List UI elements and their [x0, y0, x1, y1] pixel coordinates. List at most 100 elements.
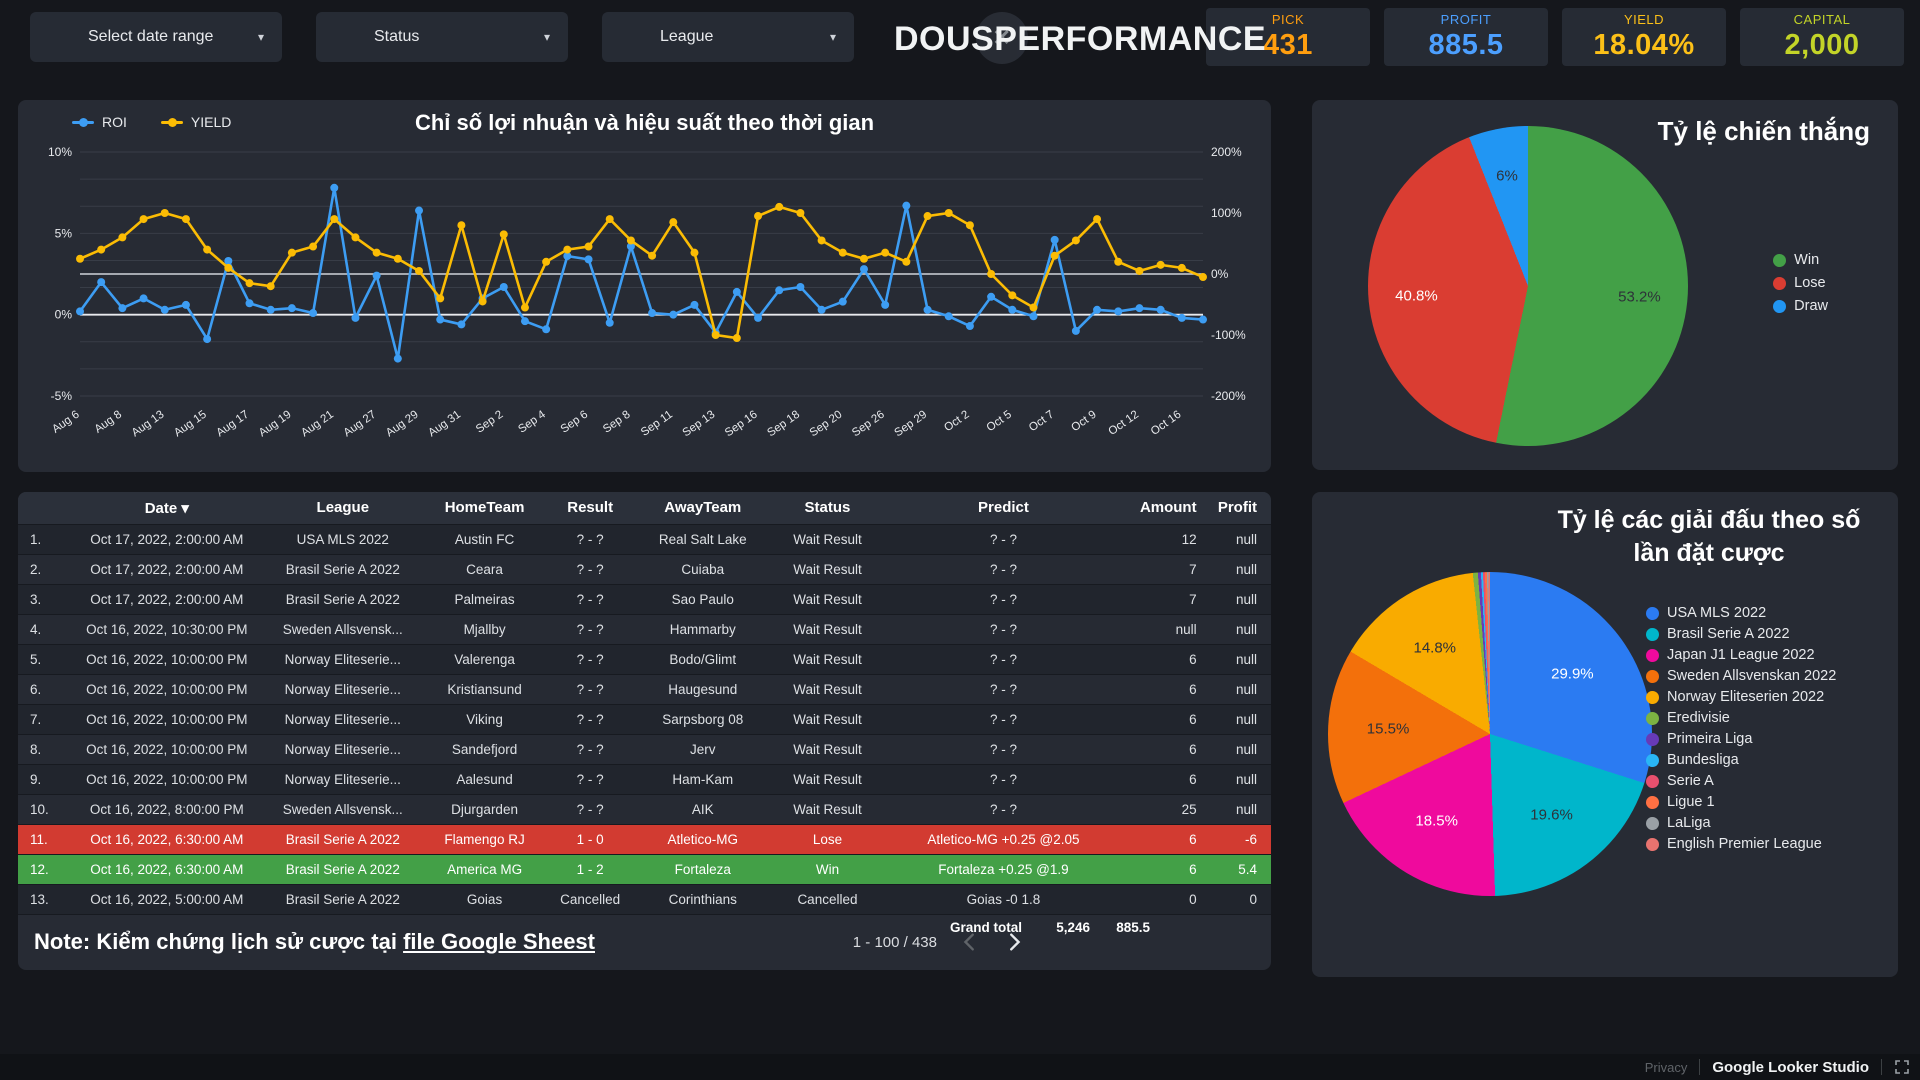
cell-predict: Atletico-MG +0.25 @2.05 [878, 824, 1129, 854]
legend-item-serie-a[interactable]: Serie A [1646, 773, 1876, 789]
grand-total-profit: 885.5 [1116, 920, 1150, 935]
note-prefix: Note: Kiểm chứng lịch sử cược tại [34, 929, 404, 954]
legend-label: Serie A [1667, 773, 1714, 789]
legend-item-ligue-1[interactable]: Ligue 1 [1646, 794, 1876, 810]
legend-item-win[interactable]: Win [1773, 252, 1828, 268]
svg-text:Aug 17: Aug 17 [214, 409, 251, 440]
legend-dot [1646, 795, 1659, 809]
table-row[interactable]: 5. Oct 16, 2022, 10:00:00 PM Norway Elites… [18, 644, 1271, 674]
table-row[interactable]: 7. Oct 16, 2022, 10:00:00 PM Norway Elites… [18, 704, 1271, 734]
win-rate-pie[interactable]: 53.2% 40.8% 6% [1368, 126, 1688, 446]
legend-item-usa-mls-2022[interactable]: USA MLS 2022 [1646, 605, 1876, 621]
row-index: 2. [18, 554, 67, 584]
legend-dot [1646, 711, 1659, 725]
google-sheet-link[interactable]: file Google Sheest [403, 929, 595, 954]
league-share-panel: Tỷ lệ các giải đấu theo số lần đặt cược … [1312, 492, 1898, 977]
legend-item-brasil-serie-a-2022[interactable]: Brasil Serie A 2022 [1646, 626, 1876, 642]
next-page-icon[interactable] [1003, 931, 1025, 953]
scorecard-label: YIELD [1623, 12, 1665, 27]
cell-amount: 6 [1128, 824, 1211, 854]
column-header-status[interactable]: Status [776, 492, 879, 524]
cell-away: Cuiaba [629, 554, 777, 584]
pie-slice-label: 19.6% [1530, 806, 1573, 824]
table-row[interactable]: 2. Oct 17, 2022, 2:00:00 AM Brasil Serie A… [18, 554, 1271, 584]
column-header-date[interactable]: Date ▾ [66, 492, 268, 524]
privacy-link[interactable]: Privacy [1644, 1059, 1688, 1075]
svg-text:Aug 27: Aug 27 [342, 409, 379, 440]
cell-league: Sweden Allsvensk... [267, 614, 419, 644]
table-row[interactable]: 9. Oct 16, 2022, 10:00:00 PM Norway Elites… [18, 764, 1271, 794]
svg-text:10%: 10% [48, 145, 72, 159]
filter-status[interactable]: Status ▾ [316, 12, 568, 62]
filter-label: Select date range [88, 28, 214, 45]
timeseries-chart[interactable]: 10% 5% 0% -5% 200% 100% 0% -100% -200% Aug 6 Aug 8… [32, 144, 1257, 471]
filter-league[interactable]: League ▾ [602, 12, 854, 62]
league-share-pie[interactable]: 29.9% 19.6% 18.5% 15.5% 14.8% [1328, 572, 1652, 896]
looker-studio-brand[interactable]: Google Looker Studio [1712, 1058, 1869, 1076]
cell-amount: 6 [1128, 854, 1211, 884]
table-row[interactable]: 8. Oct 16, 2022, 10:00:00 PM Norway Elites… [18, 734, 1271, 764]
legend-item-yield[interactable]: YIELD [160, 114, 231, 130]
legend-item-primeira-liga[interactable]: Primeira Liga [1646, 731, 1876, 747]
legend-marker [160, 117, 183, 127]
legend-item-draw[interactable]: Draw [1773, 298, 1828, 314]
cell-result: ? - ? [550, 554, 630, 584]
cell-home: Sandefjord [418, 734, 551, 764]
legend-item-lose[interactable]: Lose [1773, 275, 1828, 291]
column-header-result[interactable]: Result [550, 492, 630, 524]
legend-item-english-premier-league[interactable]: English Premier League [1646, 836, 1876, 852]
pie-slice-label: 40.8% [1395, 287, 1438, 305]
pie-slice-label: 14.8% [1413, 639, 1457, 657]
cell-date: Oct 16, 2022, 8:00:00 PM [66, 794, 268, 824]
legend-label: English Premier League [1667, 836, 1822, 852]
table-row[interactable]: 1. Oct 17, 2022, 2:00:00 AM USA MLS 2022 Au… [18, 524, 1271, 554]
scorecard-row: PICK 431 PROFIT 885.5 YIELD 18.04% CAPITAL 2,00… [1206, 8, 1904, 66]
prev-page-icon[interactable] [959, 931, 981, 953]
win-rate-title: Tỷ lệ chiến thắng [1657, 116, 1870, 146]
cell-away: Fortaleza [629, 854, 777, 884]
cell-away: Hammarby [629, 614, 777, 644]
legend-item-bundesliga[interactable]: Bundesliga [1646, 752, 1876, 768]
column-header-awayteam[interactable]: AwayTeam [629, 492, 777, 524]
column-header-hometeam[interactable]: HomeTeam [418, 492, 551, 524]
table-row[interactable]: 11. Oct 16, 2022, 6:30:00 AM Brasil Serie … [18, 824, 1271, 854]
table-row[interactable]: 12. Oct 16, 2022, 6:30:00 AM Brasil Serie … [18, 854, 1271, 884]
legend-item-eredivisie[interactable]: Eredivisie [1646, 710, 1876, 726]
cell-home: Ceara [418, 554, 551, 584]
legend-item-roi[interactable]: ROI [72, 114, 127, 130]
svg-text:Sep 11: Sep 11 [639, 409, 675, 439]
legend-label: Primeira Liga [1667, 731, 1753, 747]
cell-league: Sweden Allsvensk... [267, 794, 419, 824]
legend-item-japan-j1-league-2022[interactable]: Japan J1 League 2022 [1646, 647, 1876, 663]
cell-predict: ? - ? [878, 764, 1129, 794]
row-index: 6. [18, 674, 67, 704]
cell-status: Wait Result [776, 794, 879, 824]
cell-amount: 6 [1128, 674, 1211, 704]
cell-date: Oct 16, 2022, 10:00:00 PM [66, 644, 268, 674]
column-header-profit[interactable]: Profit [1210, 492, 1271, 524]
table-row[interactable]: 3. Oct 17, 2022, 2:00:00 AM Brasil Serie A… [18, 584, 1271, 614]
table-row[interactable]: 6. Oct 16, 2022, 10:00:00 PM Norway Elites… [18, 674, 1271, 704]
timeseries-svg[interactable]: 10% 5% 0% -5% 200% 100% 0% -100% -200% Aug 6 Aug 8… [32, 144, 1257, 466]
legend-dot [1646, 816, 1659, 830]
cell-date: Oct 16, 2022, 6:30:00 AM [66, 854, 268, 884]
win-rate-legend: Win Lose Draw [1773, 252, 1828, 314]
legend-item-laliga[interactable]: LaLiga [1646, 815, 1876, 831]
legend-item-norway-eliteserien-2022[interactable]: Norway Eliteserien 2022 [1646, 689, 1876, 705]
legend-item-sweden-allsvenskan-2022[interactable]: Sweden Allsvenskan 2022 [1646, 668, 1876, 684]
table-row[interactable]: 10. Oct 16, 2022, 8:00:00 PM Sweden Allsve… [18, 794, 1271, 824]
svg-text:Aug 21: Aug 21 [299, 409, 336, 440]
table-row[interactable]: 13. Oct 16, 2022, 5:00:00 AM Brasil Serie … [18, 884, 1271, 914]
svg-text:Oct 9: Oct 9 [1069, 409, 1098, 435]
cell-result: ? - ? [550, 764, 630, 794]
fullscreen-icon[interactable] [1894, 1059, 1910, 1075]
column-header-league[interactable]: League [267, 492, 419, 524]
column-header-amount[interactable]: Amount [1128, 492, 1211, 524]
table-row[interactable]: 4. Oct 16, 2022, 10:30:00 PM Sweden Allsve… [18, 614, 1271, 644]
legend-label: USA MLS 2022 [1667, 605, 1767, 621]
scorecard-pick: PICK 431 [1206, 8, 1370, 66]
column-header-predict[interactable]: Predict [878, 492, 1129, 524]
cell-home: Kristiansund [418, 674, 551, 704]
filter-select-date-range[interactable]: Select date range ▾ [30, 12, 282, 62]
chevron-down-icon: ▾ [257, 30, 264, 44]
